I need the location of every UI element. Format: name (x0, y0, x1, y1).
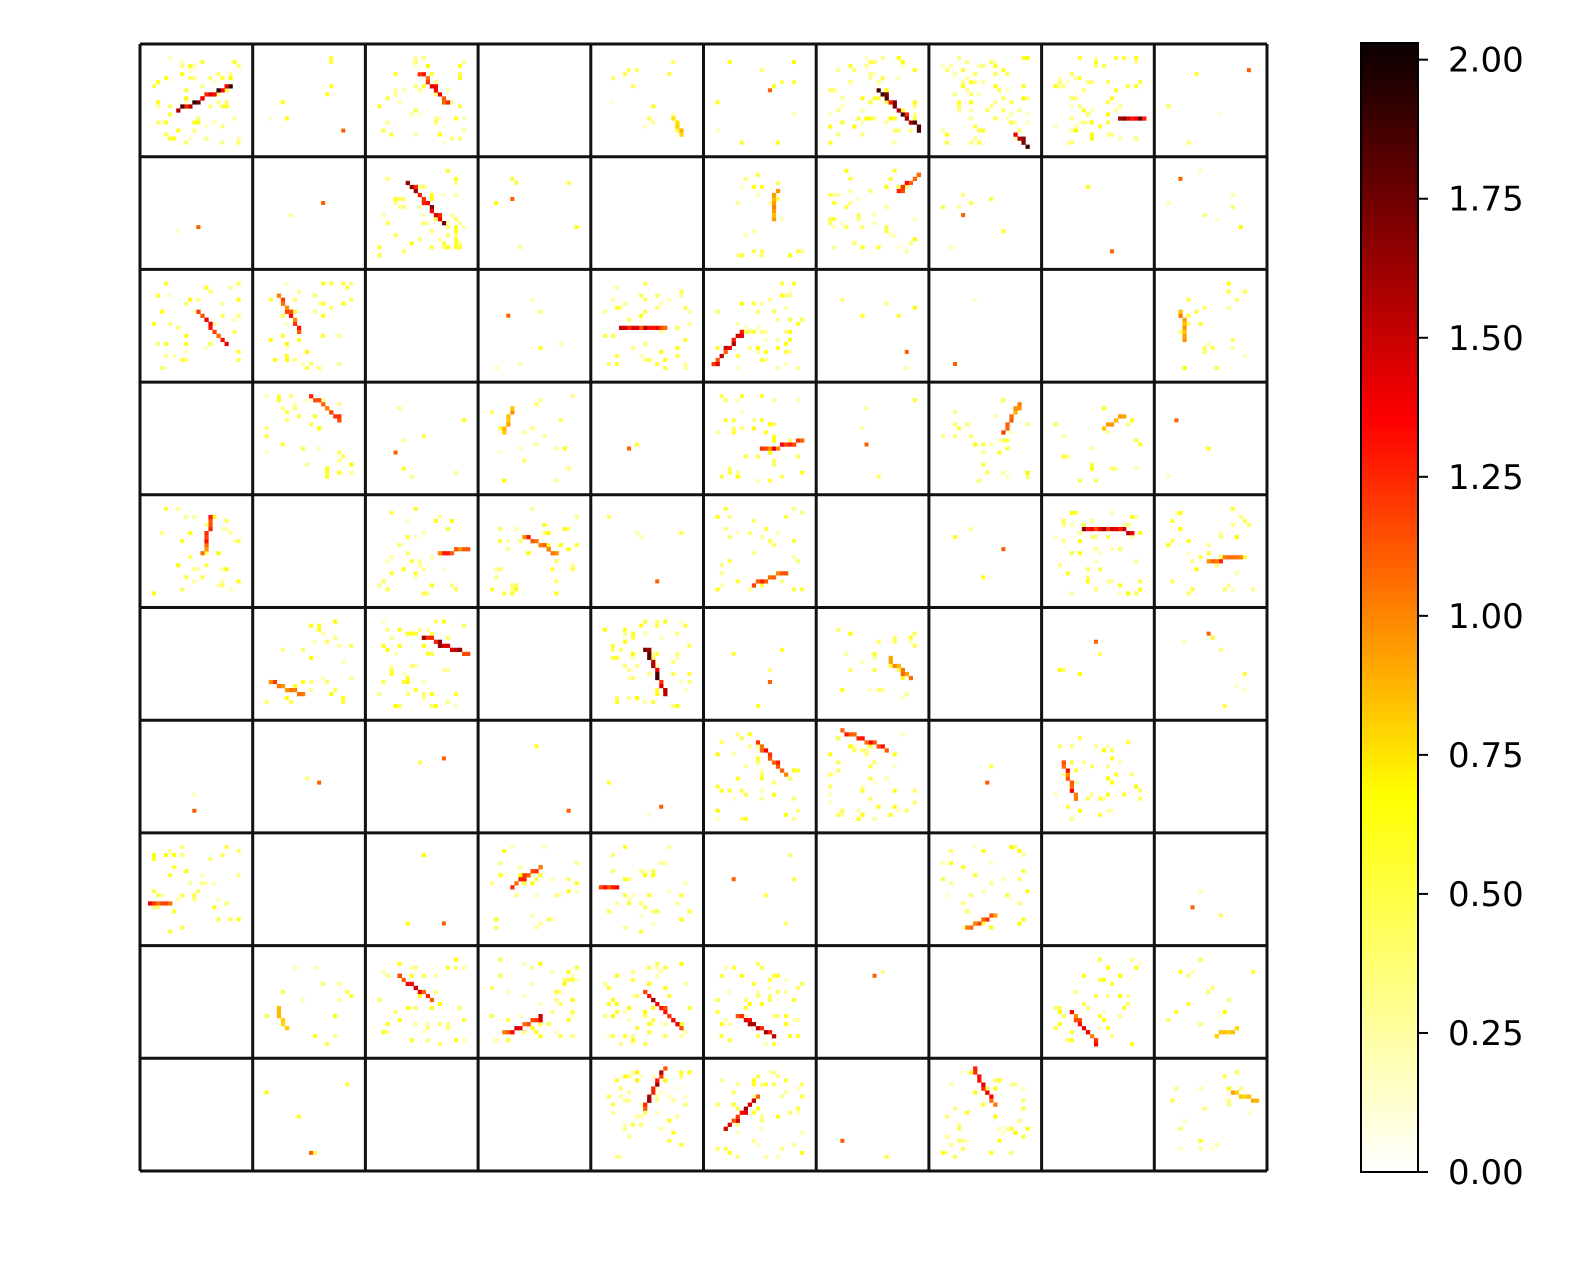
heatmap-tile-r5-c4 (602, 619, 692, 709)
heatmap-tile-r1-c6 (828, 168, 922, 254)
heatmap-tile-r6-c1 (305, 776, 322, 785)
heatmap-tile-r5-c2 (377, 619, 471, 709)
heatmap-tile-r4-c5 (715, 506, 805, 592)
heatmap-tile-r3-c3 (490, 394, 575, 483)
heatmap-tile-r6-c5 (715, 732, 801, 821)
heatmap-tile-r0-c2 (377, 56, 467, 145)
heatmap-tile-r8-c4 (602, 961, 692, 1047)
heatmap-tile-r0-c0 (152, 56, 241, 145)
heatmap-tile-r7-c7 (940, 844, 1030, 930)
heatmap-tile-r9-c1 (264, 1082, 350, 1155)
heatmap-tile-r1-c7 (940, 192, 1006, 250)
heatmap-tile-r8-c5 (715, 961, 805, 1047)
heatmap-tile-r2-c0 (152, 281, 241, 371)
heatmap-tile-r6-c6 (828, 728, 917, 821)
heatmap-tile-r6-c7 (985, 764, 994, 785)
heatmap-tile-r2-c7 (953, 297, 978, 366)
heatmap-tile-r8-c2 (377, 957, 467, 1047)
colorbar-gradient (1360, 42, 1419, 1173)
heatmap-tile-r1-c2 (377, 168, 467, 258)
heatmap-tile-r8-c3 (490, 957, 579, 1043)
heatmap-tile-r3-c2 (393, 406, 467, 479)
colorbar-tick-label: 0.75 (1448, 736, 1524, 776)
heatmap-tile-r6-c3 (534, 744, 571, 813)
heatmap-tile-r2-c1 (268, 281, 354, 371)
colorbar-tick-label: 0.25 (1448, 1014, 1524, 1054)
heatmap-tile-r6-c0 (192, 792, 197, 813)
heatmap-tile-r4-c4 (606, 514, 684, 584)
heatmap-tile-r2-c3 (494, 297, 563, 371)
heatmap-tile-r8-c9 (1166, 957, 1255, 1039)
heatmap-tile-r9-c6 (840, 1138, 889, 1159)
heatmap-tile-r5-c8 (1057, 639, 1102, 676)
heatmap-tile-r5-c9 (1182, 631, 1247, 709)
heatmap-tile-r3-c9 (1166, 418, 1211, 479)
heatmap-tile-r0-c7 (940, 56, 1030, 149)
colorbar-tick-label: 0.50 (1448, 875, 1524, 915)
heatmap-tile-r7-c9 (1190, 889, 1223, 918)
heatmap-tile-r4-c7 (953, 527, 1006, 580)
heatmap-tile-r3-c1 (264, 394, 354, 479)
heatmap-tile-r7-c5 (731, 853, 797, 926)
heatmap-tile-r2-c6 (840, 297, 917, 371)
heatmap-tile-r3-c4 (627, 442, 640, 451)
heatmap-tile-r6-c4 (606, 780, 664, 817)
heatmap-tile-r2-c4 (602, 281, 692, 371)
tile-grid (138, 42, 1269, 1173)
heatmap-tile-r3-c5 (715, 394, 805, 483)
colorbar-tick-label: 1.25 (1448, 458, 1524, 498)
heatmap-tile-r1-c8 (1085, 184, 1115, 254)
colorbar-tick-label: 2.00 (1448, 41, 1524, 81)
heatmap-tile-r6-c2 (417, 756, 446, 765)
heatmap-tile-r5-c6 (836, 627, 917, 701)
heatmap-tile-r8-c8 (1053, 957, 1143, 1047)
heatmap-tile-r0-c8 (1053, 56, 1147, 145)
heatmap-tile-r1-c3 (494, 176, 579, 250)
heatmap-tile-r5-c1 (264, 619, 354, 705)
heatmap-tile-r4-c0 (152, 506, 241, 596)
colorbar-tick-label: 0.00 (1448, 1153, 1524, 1193)
heatmap-tile-r9-c4 (606, 1066, 692, 1159)
heatmap-tile-r3-c6 (860, 398, 917, 479)
colorbar-tick-label: 1.50 (1448, 319, 1524, 359)
heatmap-tile-r9-c7 (940, 1066, 1030, 1159)
heatmap-tile-r8-c6 (872, 969, 885, 978)
heatmap-tile-r2-c9 (1178, 281, 1247, 371)
colorbar-tick-label: 1.00 (1448, 597, 1524, 637)
heatmap-tile-r9-c9 (1170, 1070, 1260, 1151)
heatmap-tile-r2-c5 (711, 281, 805, 371)
heatmap-tile-r0-c5 (715, 60, 797, 145)
heatmap-tile-r0-c9 (1166, 68, 1251, 145)
heatmap-tile-r0-c6 (828, 56, 922, 145)
heatmap-tile-r0-c4 (610, 60, 684, 137)
heatmap-tile-r7-c4 (598, 844, 692, 934)
heatmap-tile-r5-c5 (731, 647, 785, 709)
heatmap-tile-r1-c0 (176, 225, 201, 234)
heatmap-tile-r1-c5 (735, 172, 805, 258)
heatmap-tile-r3-c8 (1053, 406, 1143, 483)
heatmap-tile-r3-c7 (940, 398, 1030, 483)
heatmap-tile-r1-c9 (1166, 168, 1243, 230)
heatmap-tile-r4-c8 (1053, 510, 1143, 596)
colorbar: 0.00 0.25 0.50 0.75 1.00 1.25 1.50 1.75 2.00 (1360, 41, 1524, 1193)
heatmap-tile-r4-c3 (490, 506, 579, 596)
heatmap-tile-r1-c1 (288, 200, 326, 218)
heatmap-tile-r7-c3 (490, 844, 579, 930)
heatmap-tile-r4-c2 (377, 506, 471, 596)
heatmap-tile-r7-c2 (405, 853, 446, 926)
heatmap-tile-r6-c8 (1053, 736, 1143, 821)
heatmap-tile-r9-c5 (715, 1070, 805, 1159)
heatmap-tile-r4-c9 (1166, 506, 1255, 596)
heatmap-tile-r8-c1 (264, 965, 354, 1047)
colorbar-tick-label: 1.75 (1448, 180, 1524, 220)
heatmap-tile-r0-c1 (268, 56, 346, 133)
heatmap-tile-r7-c0 (148, 844, 241, 934)
